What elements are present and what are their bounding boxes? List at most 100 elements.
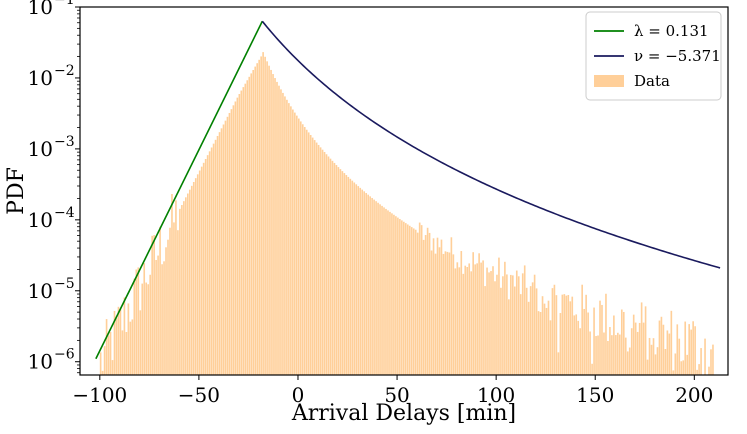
histogram-bar: [238, 94, 241, 375]
y-tick-exponent: −5: [54, 276, 75, 292]
histogram-bar: [391, 213, 393, 375]
histogram-bar: [208, 151, 211, 375]
histogram-bar: [680, 361, 683, 375]
y-tick-label: 10: [28, 137, 53, 161]
histogram-bar: [494, 281, 496, 375]
histogram-bar: [188, 189, 191, 375]
histogram-bar: [250, 73, 253, 375]
histogram-bar: [232, 105, 235, 375]
histogram-bar: [177, 230, 179, 375]
histogram-bar: [704, 338, 706, 375]
histogram-bar: [458, 267, 461, 375]
histogram-bar: [248, 76, 251, 375]
histogram-bar: [531, 282, 534, 375]
histogram-bar: [628, 347, 631, 375]
histogram-bar: [636, 331, 639, 375]
histogram-bar: [410, 227, 413, 375]
histogram-bar: [468, 263, 471, 375]
histogram-bar: [428, 232, 431, 375]
histogram-bar: [640, 302, 643, 375]
y-tick-exponent: −2: [54, 63, 75, 79]
histogram-bar: [593, 307, 595, 375]
histogram-bar: [559, 313, 562, 375]
histogram-bar: [278, 85, 280, 375]
histogram-bar: [327, 156, 330, 375]
histogram-bar: [551, 288, 554, 375]
histogram-bar: [218, 132, 221, 375]
x-tick-label: −100: [72, 383, 127, 407]
histogram-bar: [408, 225, 411, 375]
histogram-bar: [609, 327, 611, 375]
histogram-bar: [626, 351, 629, 375]
histogram-bar: [264, 56, 266, 375]
histogram-bar: [113, 310, 116, 375]
histogram-bar: [367, 194, 369, 375]
histogram-bar: [519, 294, 522, 375]
histogram-bar: [157, 255, 159, 375]
histogram-bar: [575, 314, 578, 375]
histogram-bar: [539, 312, 542, 375]
histogram-bar: [432, 238, 435, 375]
histogram-bar: [545, 307, 548, 375]
histogram-bar: [145, 282, 148, 375]
histogram-bar: [672, 370, 675, 375]
histogram-bar: [537, 311, 540, 375]
histogram-bar: [412, 228, 415, 375]
legend: λ = 0.131 ν = −5.371 Data: [585, 11, 722, 101]
histogram-bar: [615, 335, 617, 375]
histogram-bar: [270, 69, 272, 375]
histogram-bar: [472, 252, 474, 375]
histogram-bar: [605, 293, 607, 375]
histogram-bar: [569, 301, 572, 375]
y-tick-label: 10: [28, 66, 53, 90]
histogram-bar: [280, 89, 282, 376]
histogram-bar: [512, 275, 514, 375]
histogram-bar: [131, 319, 134, 375]
histogram-bar: [311, 137, 314, 375]
histogram-bar: [369, 196, 371, 375]
histogram-bar: [563, 294, 566, 375]
histogram-bar: [393, 214, 395, 375]
histogram-bar: [700, 348, 702, 375]
histogram-bar: [668, 333, 671, 375]
histogram-bar: [529, 286, 532, 375]
histogram-bar: [666, 330, 669, 375]
histogram-bar: [325, 154, 328, 375]
histogram-bar: [577, 320, 580, 375]
histogram-bar: [347, 176, 350, 375]
histogram-bar: [171, 194, 173, 375]
histogram-bar: [252, 70, 255, 375]
histogram-bar: [587, 312, 589, 375]
histogram-bar: [254, 66, 257, 375]
histogram-bar: [474, 264, 476, 375]
histogram-bar: [620, 309, 623, 375]
histogram-bar: [414, 229, 417, 375]
histogram-bar: [204, 159, 207, 375]
histogram-bar: [127, 303, 130, 375]
histogram-bar: [379, 204, 381, 375]
x-tick-label: −50: [178, 383, 220, 407]
histogram-bar: [125, 332, 128, 375]
histogram-bar: [676, 324, 679, 375]
y-axis-ticks: 10−610−510−410−310−210−1: [28, 0, 80, 374]
histogram-bar: [607, 340, 609, 375]
histogram-bar: [317, 144, 320, 375]
legend-label-data: Data: [634, 72, 670, 90]
histogram-bar: [567, 295, 570, 375]
histogram-bar: [284, 96, 286, 375]
histogram-bar: [173, 222, 175, 375]
histogram-bar: [521, 273, 524, 375]
histogram-bar: [654, 354, 657, 375]
histogram-bar: [301, 124, 304, 375]
histogram-bar: [404, 223, 407, 375]
x-axis-label: Arrival Delays [min]: [291, 401, 516, 426]
histogram-bar: [196, 174, 199, 375]
histogram-bar: [202, 162, 205, 375]
histogram-bar: [692, 321, 694, 375]
y-axis-label: PDF: [4, 167, 29, 215]
histogram-bar: [99, 352, 102, 375]
histogram-bar: [337, 167, 340, 375]
histogram-bar: [565, 295, 568, 375]
x-tick-label: 50: [384, 383, 409, 407]
histogram-bar: [389, 211, 391, 375]
